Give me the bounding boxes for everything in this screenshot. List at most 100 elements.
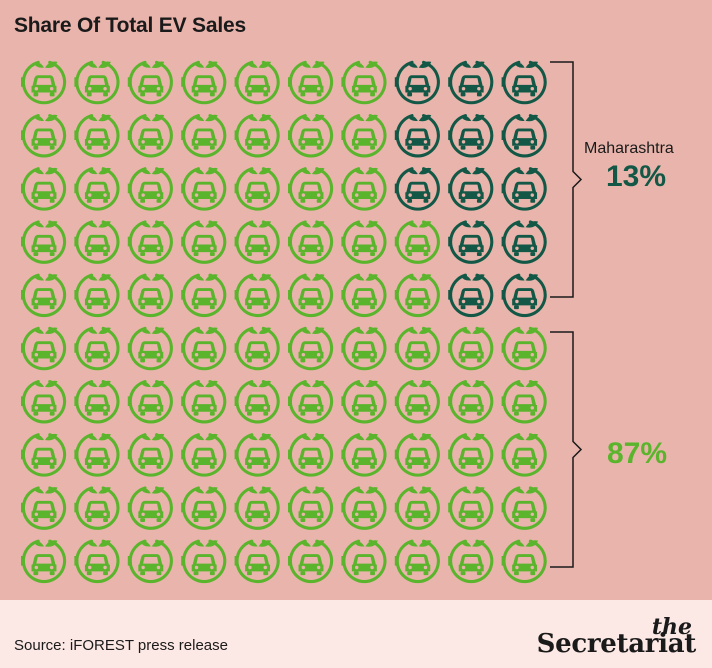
footer: Source: iFOREST press release the Secret… (0, 600, 712, 668)
ev-icon-other (501, 379, 547, 424)
ev-icon-maharashtra (394, 166, 440, 211)
ev-icon-other (394, 272, 440, 318)
ev-icon-other (127, 538, 173, 584)
ev-icon-maharashtra (448, 166, 494, 211)
ev-icon-other (74, 538, 120, 584)
ev-icon-other (127, 113, 173, 158)
ev-icon-other (127, 272, 173, 318)
ev-icon-other (341, 113, 387, 158)
ev-icon-other (181, 485, 227, 530)
ev-icon-other (21, 379, 67, 424)
brackets (550, 61, 583, 568)
ev-icon-other (127, 485, 173, 530)
ev-icon-other (288, 113, 334, 158)
ev-icon-maharashtra (501, 166, 547, 211)
ev-icon-other (234, 379, 280, 424)
waffle-chart (21, 59, 583, 584)
ev-icon-other (341, 325, 387, 371)
bracket-maharashtra (550, 61, 583, 298)
ev-icon-other (448, 538, 494, 584)
ev-icon-other (234, 113, 280, 158)
ev-icon-other (74, 325, 120, 371)
ev-icon-other (74, 485, 120, 530)
ev-icon-other (288, 166, 334, 211)
ev-icon-other (21, 219, 67, 264)
ev-icon-maharashtra (394, 113, 440, 158)
ev-icon-maharashtra (501, 272, 547, 318)
ev-icon-other (341, 59, 387, 105)
ev-icon-other (21, 272, 67, 318)
ev-icon-other (448, 379, 494, 424)
ev-icon-other (341, 485, 387, 530)
ev-icon-other (74, 219, 120, 264)
ev-icon-other (394, 219, 440, 264)
ev-icon-other (181, 325, 227, 371)
ev-icon-other (288, 272, 334, 318)
ev-icon-other (394, 485, 440, 530)
ev-icon-other (341, 432, 387, 477)
ev-icon-other (21, 59, 67, 105)
ev-icon-other (448, 485, 494, 530)
ev-icon-other (21, 432, 67, 477)
ev-icon-other (127, 219, 173, 264)
ev-icon-other (234, 272, 280, 318)
ev-icon-other (288, 379, 334, 424)
source-text: Source: iFOREST press release (14, 637, 228, 654)
ev-icon-other (501, 325, 547, 371)
ev-icon-other (448, 432, 494, 477)
other-percent: 87% (607, 437, 668, 470)
ev-icon-other (341, 219, 387, 264)
ev-icon-maharashtra (448, 59, 494, 105)
ev-icon-maharashtra (448, 272, 494, 318)
ev-icon-other (74, 166, 120, 211)
ev-icon-other (394, 325, 440, 371)
ev-icon-other (288, 59, 334, 105)
ev-icon-other (21, 166, 67, 211)
ev-icon-other (181, 113, 227, 158)
ev-icon-other (394, 538, 440, 584)
ev-icon-other (127, 432, 173, 477)
ev-icon-maharashtra (501, 219, 547, 264)
ev-icon-other (394, 379, 440, 424)
chart-title: Share Of Total EV Sales (14, 14, 246, 37)
ev-icon-other (74, 432, 120, 477)
ev-icon-other (394, 432, 440, 477)
ev-icon-other (127, 166, 173, 211)
ev-icon-maharashtra (501, 59, 547, 105)
brand-the: the (651, 614, 692, 640)
ev-icon-other (288, 485, 334, 530)
ev-icon-other (288, 219, 334, 264)
ev-icon-other (181, 59, 227, 105)
ev-icon-other (234, 166, 280, 211)
ev-icon-other (74, 59, 120, 105)
ev-icon-other (341, 379, 387, 424)
brand-logo: Secretariat (536, 629, 697, 659)
ev-icon-other (501, 485, 547, 530)
ev-icon-other (74, 272, 120, 318)
ev-icon-other (501, 538, 547, 584)
ev-icon-other (127, 325, 173, 371)
ev-icon-other (288, 538, 334, 584)
ev-icon-other (21, 538, 67, 584)
ev-icon-other (501, 432, 547, 477)
ev-icon-other (181, 219, 227, 264)
ev-icon-other (127, 379, 173, 424)
ev-icon-other (234, 485, 280, 530)
ev-icon-other (21, 485, 67, 530)
ev-icon-other (181, 166, 227, 211)
ev-icon-other (21, 113, 67, 158)
waffle-grid (21, 59, 547, 584)
ev-icon-other (127, 59, 173, 105)
ev-icon-other (181, 432, 227, 477)
ev-icon-other (288, 325, 334, 371)
ev-icon-other (448, 325, 494, 371)
ev-icon-other (181, 538, 227, 584)
ev-icon-other (234, 59, 280, 105)
ev-icon-other (181, 272, 227, 318)
ev-icon-other (234, 325, 280, 371)
ev-icon-other (234, 538, 280, 584)
ev-icon-other (181, 379, 227, 424)
ev-icon-maharashtra (448, 113, 494, 158)
ev-icon-other (74, 113, 120, 158)
ev-icon-maharashtra (448, 219, 494, 264)
